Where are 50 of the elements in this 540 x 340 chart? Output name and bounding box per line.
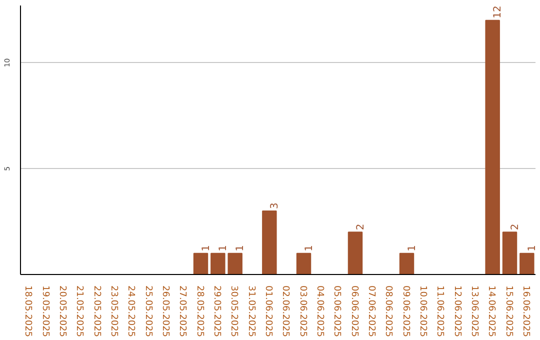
x-tick-label: 30.05.2025	[228, 286, 239, 338]
x-tick-label: 09.06.2025	[400, 286, 410, 338]
data-label: 1	[406, 244, 418, 252]
data-label: 2	[510, 224, 521, 230]
x-tick-label: 15.06.2025	[503, 286, 514, 338]
x-tick-label: 29.05.2025	[211, 286, 222, 338]
x-tick-label: 06.06.2025	[348, 286, 359, 338]
x-tick-label: 21.05.2025	[74, 286, 84, 338]
bar	[228, 252, 242, 274]
x-tick-label: 03.06.2025	[297, 286, 308, 338]
bar	[502, 232, 518, 274]
bar	[210, 252, 226, 274]
data-label: 1	[218, 244, 229, 252]
x-tick-label: 25.05.2025	[142, 286, 153, 338]
bar	[485, 20, 500, 274]
x-tick-label: 10.06.2025	[417, 286, 428, 338]
x-tick-label: 26.05.2025	[160, 286, 170, 338]
data-label: 1	[200, 244, 212, 252]
x-tick-label: 28.05.2025	[194, 286, 204, 338]
x-tick-label: 13.06.2025	[468, 286, 479, 338]
bar	[399, 252, 414, 274]
data-label: 1	[304, 244, 315, 252]
x-tick-label: 01.06.2025	[262, 286, 273, 338]
x-tick-label: 05.06.2025	[332, 286, 342, 338]
x-tick-label: 20.05.2025	[56, 286, 67, 338]
bar	[193, 252, 208, 274]
data-label: 2	[355, 224, 366, 230]
x-tick-label: 11.06.2025	[434, 286, 445, 338]
x-tick-label: 04.06.2025	[314, 286, 324, 338]
x-tick-label: 08.06.2025	[383, 286, 394, 338]
data-label: 3	[269, 202, 280, 209]
x-tick-label: 07.06.2025	[366, 286, 376, 338]
x-tick-label: 16.06.2025	[520, 286, 530, 338]
x-tick-label: 19.05.2025	[40, 286, 50, 338]
x-tick-label: 31.05.2025	[246, 286, 256, 338]
x-tick-label: 18.05.2025	[22, 286, 33, 338]
x-tick-label: 14.06.2025	[486, 286, 496, 338]
data-label: 1	[235, 244, 246, 252]
bar	[296, 252, 312, 274]
x-tick-label: 02.06.2025	[280, 286, 290, 338]
bar	[520, 252, 534, 274]
data-label: 12	[492, 6, 504, 18]
x-tick-label: 12.06.2025	[452, 286, 462, 338]
bar	[348, 232, 363, 274]
data-label: 1	[526, 244, 538, 252]
x-tick-label: 22.05.2025	[91, 286, 102, 338]
x-tick-label: 23.05.2025	[108, 286, 118, 338]
x-tick-label: 24.05.2025	[126, 286, 136, 338]
x-tick-label: 27.05.2025	[177, 286, 188, 338]
bar	[262, 210, 277, 274]
